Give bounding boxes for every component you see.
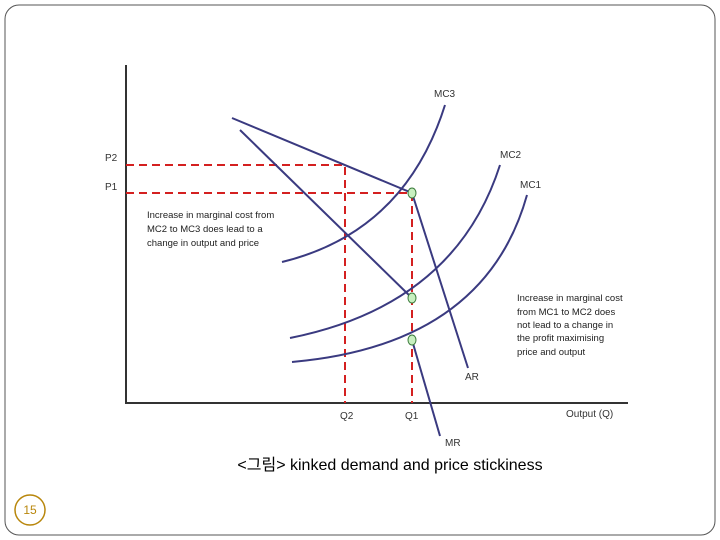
curve-label: MC2 [500,150,522,161]
point [407,292,417,304]
curve-label: MC3 [434,89,456,100]
page-number: 15 [23,503,37,517]
price-label: P1 [105,182,118,193]
caption: <그림> kinked demand and price stickiness [237,456,542,474]
page-badge [14,494,46,526]
point [407,334,417,346]
mr-curve [239,129,413,299]
curve-label: MR [445,438,461,449]
price-label: P2 [105,153,118,164]
quantity-label: Q2 [340,411,354,422]
quantity-label: Q1 [405,411,419,422]
slide-border [4,4,716,536]
annotation: Increase in marginal cost from MC2 to MC… [147,210,277,249]
mc2-curve [289,164,501,339]
annotation: Increase in marginal cost from MC1 to MC… [517,293,625,358]
axis-label: Output (Q) [566,409,613,420]
curve-label: AR [465,372,479,383]
mc3-curve [281,104,446,263]
curve-label: MC1 [520,180,542,191]
mc1-curve [291,194,528,363]
mr-curve [411,339,441,437]
axes [125,65,628,404]
point [407,187,417,199]
